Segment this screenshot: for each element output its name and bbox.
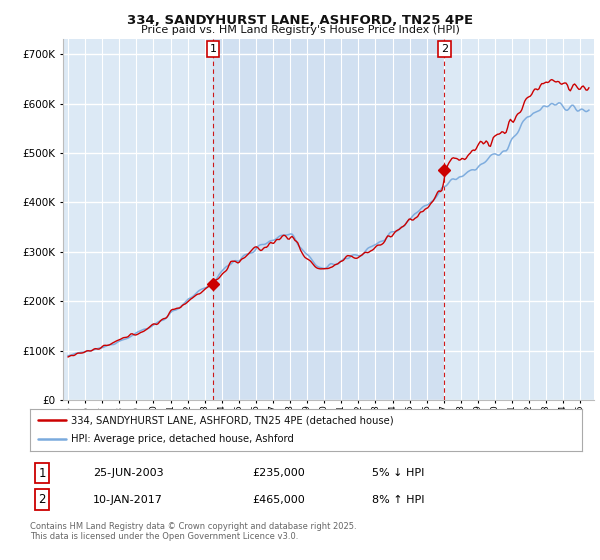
Text: 5% ↓ HPI: 5% ↓ HPI (372, 468, 424, 478)
Text: Price paid vs. HM Land Registry's House Price Index (HPI): Price paid vs. HM Land Registry's House … (140, 25, 460, 35)
Text: 1: 1 (38, 466, 46, 480)
Text: 25-JUN-2003: 25-JUN-2003 (93, 468, 164, 478)
Text: 334, SANDYHURST LANE, ASHFORD, TN25 4PE (detached house): 334, SANDYHURST LANE, ASHFORD, TN25 4PE … (71, 415, 394, 425)
Text: 2: 2 (440, 44, 448, 54)
Text: 10-JAN-2017: 10-JAN-2017 (93, 494, 163, 505)
Text: 8% ↑ HPI: 8% ↑ HPI (372, 494, 425, 505)
Text: 1: 1 (209, 44, 217, 54)
Text: HPI: Average price, detached house, Ashford: HPI: Average price, detached house, Ashf… (71, 435, 294, 445)
Text: 334, SANDYHURST LANE, ASHFORD, TN25 4PE: 334, SANDYHURST LANE, ASHFORD, TN25 4PE (127, 14, 473, 27)
Text: £235,000: £235,000 (252, 468, 305, 478)
Text: £465,000: £465,000 (252, 494, 305, 505)
Text: 2: 2 (38, 493, 46, 506)
Text: Contains HM Land Registry data © Crown copyright and database right 2025.
This d: Contains HM Land Registry data © Crown c… (30, 522, 356, 542)
Bar (213, 39, 444, 400)
